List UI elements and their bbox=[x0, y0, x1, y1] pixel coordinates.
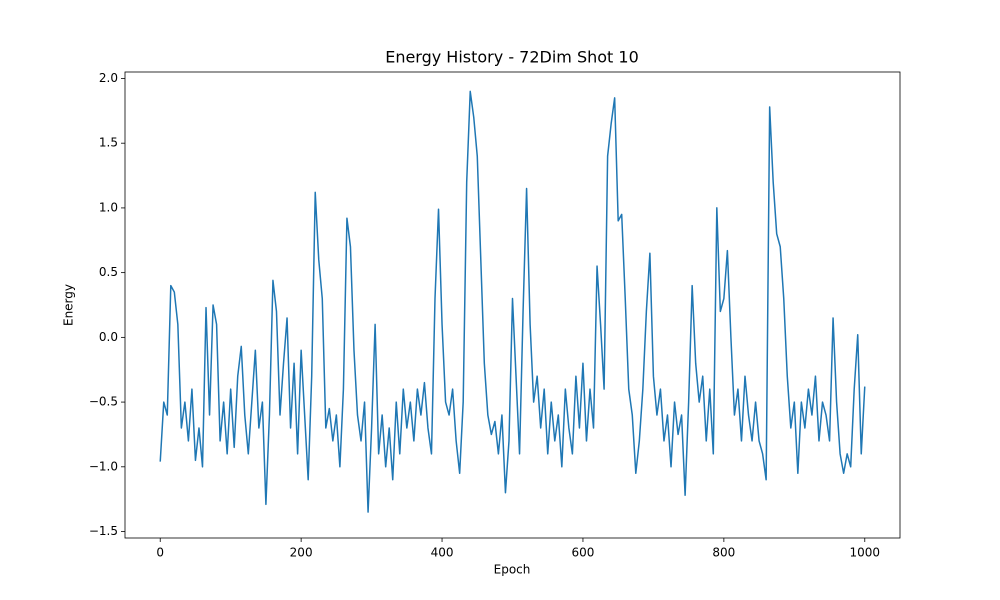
y-tick-label: 0.5 bbox=[99, 265, 118, 279]
y-tick-label: 0.0 bbox=[99, 330, 118, 344]
y-tick-label: −0.5 bbox=[89, 395, 118, 409]
x-tick-label: 600 bbox=[572, 546, 595, 560]
y-tick-label: 1.5 bbox=[99, 136, 118, 150]
x-tick-label: 400 bbox=[431, 546, 454, 560]
x-tick-label: 200 bbox=[290, 546, 313, 560]
y-tick-label: 1.0 bbox=[99, 200, 118, 214]
x-tick-label: 800 bbox=[712, 546, 735, 560]
plot-frame bbox=[124, 71, 901, 539]
data-line bbox=[159, 90, 866, 513]
chart-title: Energy History - 72Dim Shot 10 bbox=[385, 48, 639, 67]
y-tick-label: −1.0 bbox=[89, 459, 118, 473]
x-tick-label: 0 bbox=[156, 546, 164, 560]
x-axis-label: Epoch bbox=[494, 563, 531, 577]
x-tick-label: 1000 bbox=[849, 546, 880, 560]
y-tick-label: 2.0 bbox=[99, 71, 118, 85]
y-tick-label: −1.5 bbox=[89, 524, 118, 538]
y-axis-label: Energy bbox=[62, 284, 76, 326]
